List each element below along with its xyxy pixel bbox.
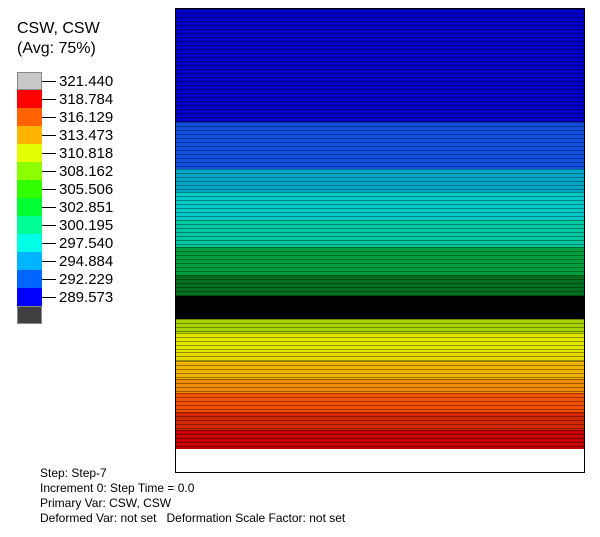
legend-tick-mark <box>42 171 56 172</box>
legend-tick: 305.506 <box>42 181 202 199</box>
legend-swatch <box>17 198 42 216</box>
legend-tick-mark <box>42 261 56 262</box>
legend-tick: 300.195 <box>42 217 202 235</box>
legend-value: 297.540 <box>59 235 114 252</box>
contour-band <box>176 393 584 412</box>
legend-tick-mark <box>42 117 56 118</box>
legend-swatch <box>17 288 42 306</box>
contour-band <box>176 379 584 394</box>
status-info: Step: Step-7 Increment 0: Step Time = 0.… <box>40 466 345 526</box>
legend-title: CSW, CSW (Avg: 75%) <box>17 19 100 59</box>
contour-band <box>176 360 584 380</box>
legend-tick: 321.440 <box>42 73 202 91</box>
legend-swatch <box>17 72 42 90</box>
legend-swatch <box>17 126 42 144</box>
legend-title-variable: CSW, CSW <box>17 20 100 37</box>
contour-band <box>176 333 584 352</box>
legend-tick-mark <box>42 99 56 100</box>
legend-value: 305.506 <box>59 181 114 198</box>
contour-band <box>176 168 584 192</box>
legend-tick: 316.129 <box>42 109 202 127</box>
legend-value: 292.229 <box>59 271 114 288</box>
legend-tick-mark <box>42 135 56 136</box>
legend-value: 300.195 <box>59 217 114 234</box>
legend-color-bar <box>17 72 42 324</box>
legend-tick-mark <box>42 243 56 244</box>
contour-band <box>176 319 584 334</box>
legend-tick-mark <box>42 297 56 298</box>
legend-swatch <box>17 216 42 234</box>
contour-band <box>176 191 584 220</box>
legend-tick-mark <box>42 207 56 208</box>
legend-tick: 297.540 <box>42 235 202 253</box>
legend-tick: 310.818 <box>42 145 202 163</box>
legend-swatch <box>17 144 42 162</box>
legend-tick: 292.229 <box>42 271 202 289</box>
legend-swatch <box>17 252 42 270</box>
legend-swatch <box>17 270 42 288</box>
legend-tick-mark <box>42 279 56 280</box>
deformed-var-label: Deformed Var: not set Deformation Scale … <box>40 511 346 525</box>
legend-tick-mark <box>42 153 56 154</box>
contour-band <box>176 430 584 449</box>
legend-tick-mark <box>42 189 56 190</box>
legend-value: 313.473 <box>59 127 114 144</box>
contour-band <box>176 219 584 248</box>
legend-value: 310.818 <box>59 145 114 162</box>
legend-tick: 302.851 <box>42 199 202 217</box>
legend-tick-mark <box>42 81 56 82</box>
contour-band <box>176 9 584 123</box>
primary-var-label: Primary Var: CSW, CSW <box>40 496 172 510</box>
legend-value: 294.884 <box>59 253 114 270</box>
legend-value: 318.784 <box>59 91 114 108</box>
legend-swatch <box>17 162 42 180</box>
legend-tick: 308.162 <box>42 163 202 181</box>
contour-plot-viewport[interactable] <box>175 8 585 473</box>
legend-title-averaging: (Avg: 75%) <box>17 40 96 57</box>
step-label: Step: Step-7 <box>40 466 107 480</box>
contour-band <box>176 296 584 320</box>
legend-value: 302.851 <box>59 199 114 216</box>
contour-band <box>176 247 584 276</box>
legend-value: 321.440 <box>59 73 114 90</box>
legend-swatch <box>17 306 42 324</box>
legend-swatch <box>17 108 42 126</box>
increment-label: Increment 0: Step Time = 0.0 <box>40 481 195 495</box>
legend-value: 289.573 <box>59 289 114 306</box>
contour-band <box>176 351 584 361</box>
legend-value: 308.162 <box>59 163 114 180</box>
contour-band <box>176 122 584 169</box>
legend-tick: 313.473 <box>42 127 202 145</box>
legend-tick: 289.573 <box>42 289 202 307</box>
legend-tick: 318.784 <box>42 91 202 109</box>
legend-swatch <box>17 234 42 252</box>
legend-tick-mark <box>42 225 56 226</box>
legend-swatch <box>17 180 42 198</box>
legend-swatch <box>17 90 42 108</box>
legend-value: 316.129 <box>59 109 114 126</box>
legend-tick: 294.884 <box>42 253 202 271</box>
contour-band <box>176 275 584 297</box>
contour-band <box>176 411 584 431</box>
